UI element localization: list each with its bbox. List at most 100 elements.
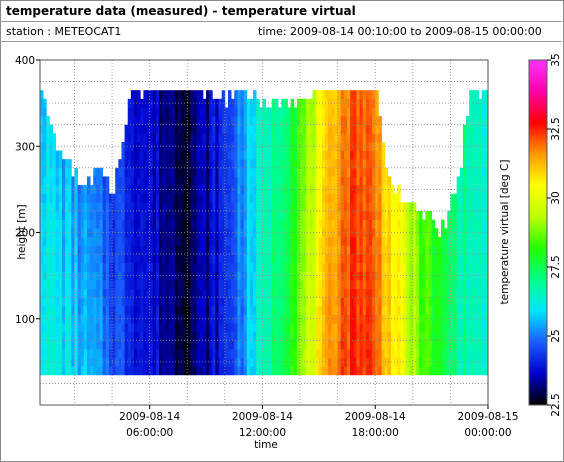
heatmap-cell: [265, 245, 270, 255]
heatmap-cell: [253, 254, 257, 264]
heatmap-cell: [347, 176, 351, 186]
heatmap-cell: [381, 314, 386, 324]
heatmap-cell: [137, 107, 141, 117]
heatmap-cell: [96, 167, 100, 177]
heatmap-cell: [359, 288, 364, 298]
heatmap-cell: [165, 288, 169, 298]
heatmap-cell: [331, 305, 335, 315]
heatmap-cell: [108, 228, 113, 238]
heatmap-cell: [325, 176, 329, 186]
heatmap-cell: [124, 133, 129, 143]
heatmap-cell: [415, 305, 420, 315]
heatmap-cell: [249, 107, 254, 117]
heatmap-cell: [350, 98, 354, 108]
heatmap-cell: [262, 107, 266, 117]
heatmap-cell: [419, 297, 423, 307]
heatmap-cell: [262, 357, 266, 367]
heatmap-cell: [262, 271, 266, 281]
heatmap-cell: [315, 133, 320, 143]
heatmap-cell: [118, 323, 122, 333]
heatmap-cell: [108, 348, 113, 358]
heatmap-cell: [347, 141, 351, 151]
heatmap-cell: [102, 366, 107, 376]
heatmap-cell: [234, 176, 238, 186]
heatmap-cell: [234, 219, 238, 229]
heatmap-cell: [284, 323, 288, 333]
heatmap-cell: [61, 271, 66, 281]
heatmap-cell: [340, 167, 345, 177]
heatmap-cell: [347, 193, 351, 203]
heatmap-cell: [124, 314, 129, 324]
heatmap-cell: [246, 314, 251, 324]
heatmap-cell: [340, 90, 345, 100]
heatmap-cell: [240, 167, 245, 177]
heatmap-cell: [293, 167, 298, 177]
heatmap-cell: [180, 107, 185, 117]
heatmap-cell: [99, 185, 104, 195]
heatmap-cell: [171, 98, 176, 108]
heatmap-cell: [171, 193, 176, 203]
heatmap-cell: [331, 219, 335, 229]
heatmap-cell: [462, 124, 467, 134]
heatmap-cell: [215, 245, 219, 255]
heatmap-cell: [171, 236, 176, 246]
heatmap-cell: [168, 185, 172, 195]
heatmap-cell: [484, 288, 488, 298]
heatmap-cell: [243, 167, 248, 177]
heatmap-cell: [71, 340, 75, 350]
heatmap-cell: [400, 219, 404, 229]
heatmap-cell: [133, 193, 138, 203]
heatmap-cell: [406, 245, 411, 255]
heatmap-cell: [253, 348, 257, 358]
heatmap-cell: [140, 210, 144, 220]
heatmap-cell: [268, 210, 273, 220]
heatmap-cell: [177, 124, 182, 134]
heatmap-cell: [325, 297, 329, 307]
heatmap-cell: [180, 150, 185, 160]
heatmap-cell: [340, 210, 345, 220]
heatmap-cell: [74, 279, 78, 289]
heatmap-cell: [243, 210, 248, 220]
heatmap-cell: [43, 116, 47, 126]
heatmap-cell: [281, 124, 285, 134]
heatmap-cell: [196, 116, 201, 126]
heatmap-cell: [240, 331, 245, 341]
heatmap-cell: [378, 141, 382, 151]
heatmap-cell: [221, 210, 226, 220]
heatmap-cell: [105, 176, 110, 186]
heatmap-cell: [387, 297, 392, 307]
heatmap-cell: [130, 133, 135, 143]
heatmap-cell: [105, 219, 110, 229]
heatmap-cell: [180, 159, 185, 169]
heatmap-cell: [475, 348, 479, 358]
heatmap-cell: [174, 348, 179, 358]
heatmap-cell: [215, 236, 219, 246]
heatmap-cell: [340, 219, 345, 229]
heatmap-cell: [143, 176, 147, 186]
heatmap-cell: [40, 357, 44, 367]
heatmap-cell: [143, 219, 147, 229]
heatmap-cell: [96, 297, 100, 307]
heatmap-cell: [409, 297, 414, 307]
heatmap-cell: [265, 262, 270, 272]
heatmap-cell: [237, 176, 241, 186]
heatmap-cell: [61, 331, 66, 341]
heatmap-cell: [90, 202, 94, 212]
heatmap-cell: [212, 202, 216, 212]
heatmap-cell: [271, 202, 276, 212]
heatmap-cell: [268, 202, 273, 212]
heatmap-cell: [209, 219, 213, 229]
heatmap-cell: [296, 340, 301, 350]
heatmap-cell: [368, 348, 373, 358]
heatmap-cell: [321, 107, 326, 117]
heatmap-cell: [434, 331, 439, 341]
heatmap-cell: [143, 150, 147, 160]
heatmap-cell: [359, 133, 364, 143]
heatmap-cell: [221, 340, 226, 350]
heatmap-cell: [340, 236, 345, 246]
heatmap-cell: [165, 254, 169, 264]
heatmap-cell: [177, 193, 182, 203]
heatmap-cell: [422, 236, 426, 246]
heatmap-cell: [133, 202, 138, 212]
heatmap-cell: [472, 176, 476, 186]
